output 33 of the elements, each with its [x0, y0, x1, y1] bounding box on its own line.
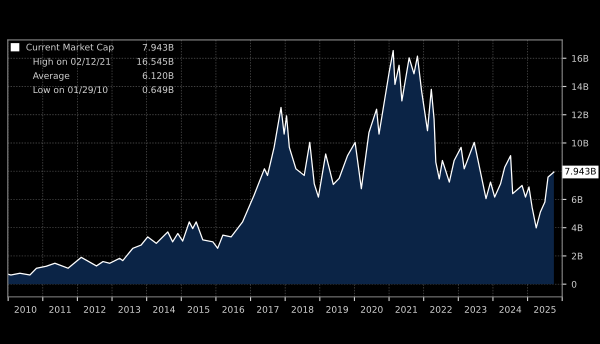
x-tick-label: 2017	[257, 306, 279, 313]
y-tick-label: 10B	[572, 140, 588, 147]
x-tick-label: 2024	[499, 306, 522, 313]
annotation: 7.943B	[565, 168, 596, 175]
annotation: 16.545B	[137, 58, 174, 65]
x-tick-label: 2010	[14, 306, 36, 313]
x-tick-label: 2020	[360, 306, 383, 313]
x-tick-label: 2019	[326, 306, 348, 313]
x-tick-label: 2025	[534, 306, 556, 313]
x-tick-label: 2021	[396, 306, 418, 313]
y-tick-label: 2B	[572, 252, 583, 260]
x-tick-label: 2013	[118, 306, 140, 313]
x-tick-label: 2018	[292, 306, 314, 313]
annotation: 6.120B	[142, 72, 174, 80]
x-tick-label: 2011	[49, 306, 71, 313]
annotation: Average	[32, 72, 70, 81]
x-tick-label: 2023	[464, 306, 486, 313]
legend-label: Current Market Cap	[26, 44, 114, 52]
x-tick-label: 2015	[188, 306, 210, 313]
annotation: Low on 01/29/10	[34, 86, 108, 94]
annotation: 7.943B	[142, 44, 174, 51]
y-tick-label: 6B	[572, 196, 583, 204]
annotation: 0.649B	[142, 86, 174, 94]
y-tick-label: 14B	[572, 83, 588, 90]
x-tick-label: 2022	[430, 306, 452, 313]
x-tick-label: 2012	[84, 306, 106, 313]
y-tick-label: 12B	[572, 111, 588, 118]
annotation: High on 02/12/21	[34, 58, 110, 67]
x-tick-label: 2016	[222, 306, 244, 313]
x-tick-label: 2014	[153, 306, 175, 313]
y-tick-label: 4B	[572, 224, 583, 232]
y-tick-label: 0	[572, 280, 576, 288]
y-tick-label: 16B	[572, 54, 588, 62]
